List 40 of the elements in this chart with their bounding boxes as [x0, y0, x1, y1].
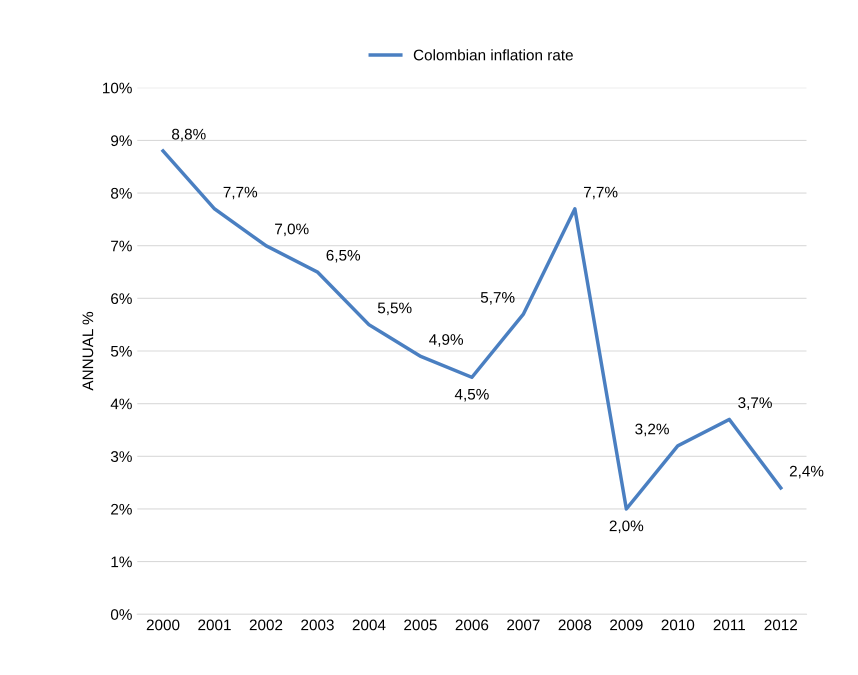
data-label: 4,5%	[454, 388, 489, 402]
data-label: 8,8%	[172, 128, 206, 142]
data-label: 2,0%	[610, 520, 644, 534]
y-tick-label: 0%	[110, 609, 132, 620]
legend-label: Colombian inflation rate	[414, 49, 573, 60]
data-label: 4,9%	[429, 334, 464, 347]
data-label: 7,0%	[275, 224, 309, 236]
x-tick-label: 2012	[764, 620, 798, 630]
y-tick-label: 2%	[111, 504, 132, 515]
x-tick-label: 2008	[558, 620, 592, 630]
x-tick-label: 2000	[146, 620, 180, 630]
data-label: 6,5%	[326, 250, 360, 262]
y-tick-label: 4%	[110, 398, 132, 410]
data-label: 7,7%	[584, 186, 618, 200]
y-tick-label: 6%	[111, 293, 132, 304]
x-tick-label: 2005	[404, 620, 437, 630]
line-series	[161, 149, 783, 511]
y-tick-label: 8%	[111, 188, 132, 199]
data-label: 5,7%	[480, 292, 515, 305]
data-label: 5,5%	[378, 302, 412, 316]
x-tick-label: 2009	[610, 620, 643, 630]
data-label: 7,7%	[224, 186, 258, 200]
x-tick-label: 2011	[714, 620, 745, 630]
y-axis-title: ANNUAL %	[82, 312, 94, 391]
data-label: 3,7%	[738, 397, 772, 410]
x-tick-label: 2001	[198, 620, 231, 630]
x-tick-label: 2010	[662, 620, 694, 630]
y-tick-label: 10%	[103, 82, 132, 94]
x-tick-label: 2004	[352, 620, 386, 630]
x-tick-label: 2002	[250, 620, 282, 630]
y-tick-label: 9%	[111, 135, 132, 146]
data-label: 2,4%	[790, 466, 824, 478]
y-tick-label: 3%	[110, 451, 132, 462]
y-tick-label: 7%	[111, 240, 132, 252]
data-label: 3,2%	[635, 424, 669, 436]
y-tick-label: 1%	[112, 556, 132, 568]
y-tick-label: 5%	[110, 346, 132, 357]
x-tick-label: 2007	[507, 620, 540, 630]
x-tick-label: 2006	[456, 620, 488, 630]
x-tick-label: 2003	[301, 620, 334, 630]
